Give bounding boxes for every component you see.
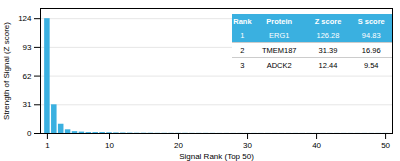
html-text:2: 2	[240, 45, 245, 55]
html-text:Rank: Rank	[233, 16, 252, 26]
html-text:Z score: Z score	[314, 16, 342, 26]
html-text:31.39: 31.39	[318, 45, 338, 55]
svg-text:40: 40	[312, 141, 321, 150]
svg-text:50: 50	[381, 141, 390, 150]
html-text:9.54: 9.54	[363, 60, 379, 70]
html-text:94.83: 94.83	[361, 30, 381, 40]
svg-text:62: 62	[23, 72, 32, 81]
svg-text:20: 20	[174, 141, 183, 150]
svg-text:10: 10	[105, 141, 114, 150]
svg-text:93: 93	[23, 43, 32, 52]
html-text:12.44: 12.44	[318, 60, 338, 70]
svg-text:0: 0	[27, 129, 32, 138]
html-text:Protein: Protein	[266, 16, 293, 26]
svg-text:Strength of Signal (Z score): Strength of Signal (Z score)	[2, 22, 11, 120]
html-text:126.28: 126.28	[316, 30, 340, 40]
html-text:S score: S score	[357, 16, 385, 26]
svg-text:1: 1	[45, 141, 50, 150]
svg-text:Signal Rank (Top 50): Signal Rank (Top 50)	[179, 152, 254, 161]
html-text:ERG1: ERG1	[269, 30, 290, 40]
html-text:16.96: 16.96	[361, 45, 381, 55]
svg-text:31: 31	[23, 100, 32, 109]
html-text:ADCK2: ADCK2	[266, 60, 292, 70]
html-text:1: 1	[240, 30, 245, 40]
svg-text:124: 124	[18, 14, 32, 23]
svg-text:30: 30	[243, 141, 252, 150]
html-text:3: 3	[240, 60, 245, 70]
html-text:TMEM187: TMEM187	[261, 45, 297, 55]
